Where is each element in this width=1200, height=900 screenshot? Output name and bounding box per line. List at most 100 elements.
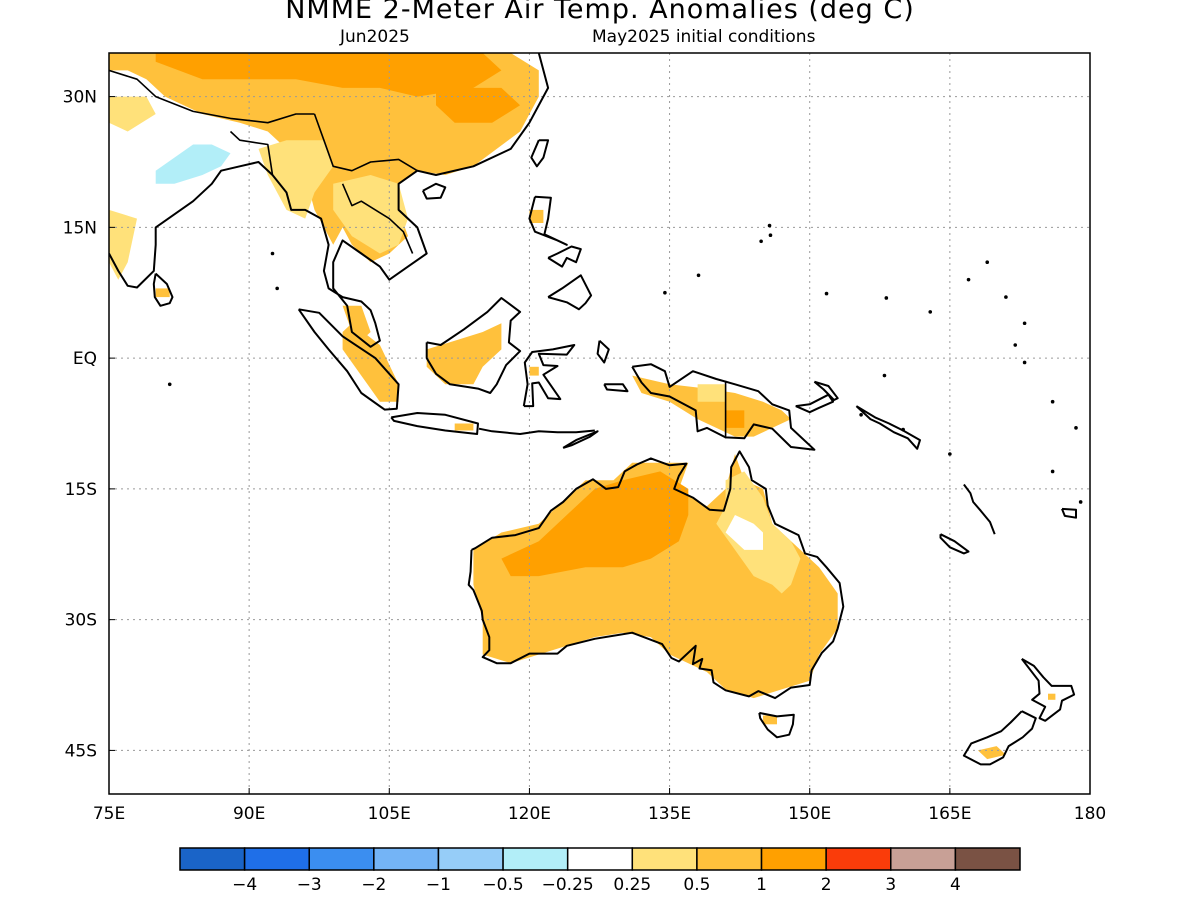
lon-tick-label: 75E bbox=[93, 804, 125, 824]
anomaly-newguinea-light bbox=[697, 384, 726, 402]
colorbar-swatch bbox=[760, 847, 827, 871]
colorbar-swatch bbox=[954, 847, 1021, 871]
coast-sulawesi bbox=[522, 344, 576, 408]
island-dot bbox=[270, 251, 275, 256]
coast-newguinea bbox=[631, 363, 816, 451]
lat-tick-label: 45S bbox=[65, 741, 97, 761]
lon-tick-label: 120E bbox=[508, 804, 551, 824]
colorbar-label: 3 bbox=[885, 875, 896, 895]
coast-halmahera bbox=[596, 339, 610, 364]
island-dot bbox=[901, 427, 905, 432]
border-bangladesh bbox=[229, 130, 274, 176]
coast-seram bbox=[603, 383, 629, 393]
colorbar-swatch bbox=[631, 847, 698, 871]
anomaly-qld-neutral bbox=[725, 515, 763, 550]
island-dot bbox=[167, 382, 172, 387]
coast-vanuatu bbox=[963, 483, 996, 535]
anomaly-fill-layer bbox=[109, 53, 1056, 760]
colorbar-swatch bbox=[437, 847, 504, 871]
border-himalaya bbox=[109, 69, 315, 124]
lat-tick-label: 15N bbox=[63, 218, 97, 238]
coast-new-ireland bbox=[813, 380, 839, 401]
border-china-sea bbox=[313, 113, 418, 172]
lat-tick-label: 30S bbox=[65, 611, 97, 631]
coast-visayas bbox=[547, 245, 582, 268]
coast-luzon bbox=[528, 195, 568, 246]
border-indochina bbox=[341, 183, 414, 254]
coast-sumatra bbox=[297, 308, 400, 411]
island-dot bbox=[759, 239, 763, 244]
island-dot bbox=[1050, 469, 1055, 474]
island-dot bbox=[966, 277, 971, 282]
island-dot bbox=[1013, 343, 1018, 347]
anomaly-nz-south bbox=[977, 746, 1006, 760]
coast-nz-south bbox=[962, 710, 1037, 766]
coast-solomons bbox=[855, 405, 921, 450]
longitude-ticks: 75E 90E 105E 120E 135E 150E 165E 180 bbox=[93, 788, 1106, 824]
lon-tick-label: 180 bbox=[1074, 804, 1106, 824]
colorbar-label: 1 bbox=[756, 875, 767, 895]
colorbar-label: −4 bbox=[232, 875, 257, 895]
colorbar-label: −2 bbox=[361, 875, 386, 895]
coast-nz-north bbox=[1021, 658, 1076, 722]
anomaly-sumatra bbox=[342, 323, 399, 402]
anomaly-india-north-light bbox=[109, 96, 156, 132]
coast-lesser-sunda bbox=[478, 427, 595, 435]
latitude-ticks: 30N 15N EQ 15S 30S 45S bbox=[63, 88, 115, 761]
coast-taiwan bbox=[530, 139, 550, 168]
anomaly-asia-hot bbox=[155, 53, 502, 97]
coast-borneo bbox=[425, 297, 522, 394]
lat-tick-label: EQ bbox=[73, 349, 97, 369]
anomaly-australia-hot bbox=[501, 471, 689, 577]
anomaly-myanmar-light bbox=[258, 140, 334, 219]
map-title: NMME 2-Meter Air Temp. Anomalies (deg C) bbox=[285, 0, 915, 25]
colorbar-swatch bbox=[179, 847, 246, 871]
anomaly-borneo bbox=[426, 323, 502, 385]
lon-tick-label: 135E bbox=[648, 804, 691, 824]
island-dot bbox=[928, 310, 933, 314]
lon-tick-label: 150E bbox=[788, 804, 831, 824]
lat-tick-label: 30N bbox=[63, 88, 97, 108]
coast-java bbox=[390, 412, 479, 435]
colorbar-swatch bbox=[373, 847, 440, 871]
coast-new-caledonia bbox=[939, 533, 970, 555]
anomaly-java bbox=[454, 423, 474, 431]
island-dot bbox=[1022, 321, 1027, 326]
island-dot bbox=[1074, 426, 1078, 430]
island-dot bbox=[767, 223, 772, 228]
colorbar-swatch bbox=[696, 847, 763, 871]
grid-lines bbox=[109, 53, 1090, 794]
anomaly-nz-north bbox=[1048, 693, 1056, 700]
map-frame bbox=[108, 52, 1091, 795]
island-dot bbox=[882, 373, 887, 378]
island-dot bbox=[985, 260, 990, 265]
anomaly-tasmania bbox=[763, 715, 777, 725]
island-dot bbox=[663, 290, 667, 295]
island-dot bbox=[1050, 399, 1055, 404]
colorbar-label: −3 bbox=[297, 875, 322, 895]
coast-fiji bbox=[1061, 507, 1077, 519]
anomaly-india-cool bbox=[155, 144, 231, 184]
init-conditions-label: May2025 initial conditions bbox=[592, 27, 816, 47]
coast-timor bbox=[562, 430, 599, 449]
colorbar-swatch bbox=[243, 847, 310, 871]
colorbar-swatch bbox=[890, 847, 957, 871]
anomaly-sulawesi bbox=[529, 366, 539, 376]
island-dot bbox=[275, 286, 279, 291]
coast-asia-mainland bbox=[109, 53, 550, 348]
coast-tasmania bbox=[758, 711, 795, 739]
colorbar-swatch bbox=[566, 847, 634, 871]
valid-month-label: Jun2025 bbox=[340, 27, 410, 47]
coast-srilanka bbox=[152, 272, 174, 307]
lon-tick-label: 165E bbox=[928, 804, 971, 824]
anomaly-luzon bbox=[529, 209, 544, 223]
colorbar-label: 4 bbox=[950, 875, 961, 895]
island-dot bbox=[1022, 360, 1027, 365]
colorbar-label: −0.25 bbox=[542, 875, 594, 895]
island-dot bbox=[768, 233, 773, 237]
colorbar-swatch bbox=[825, 847, 892, 871]
island-dot bbox=[1004, 295, 1008, 299]
anomaly-newguinea-hot bbox=[725, 410, 745, 428]
colorbar-label: −0.5 bbox=[482, 875, 523, 895]
